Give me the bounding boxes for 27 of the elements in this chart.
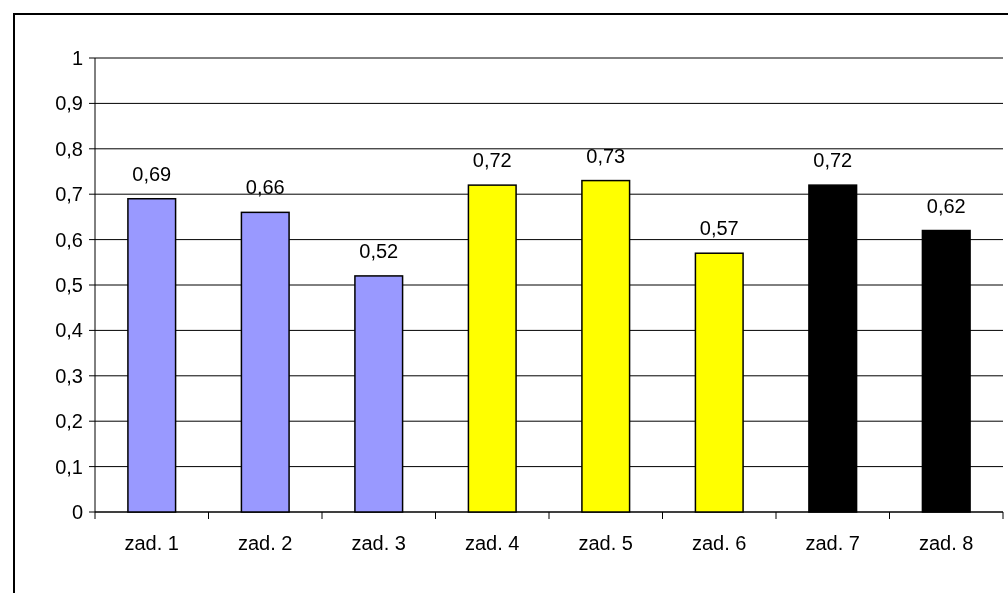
- x-tick-label: zad. 7: [805, 532, 860, 554]
- data-label: 0,52: [359, 239, 399, 262]
- y-tick-label: 0,8: [55, 137, 83, 160]
- x-tick-label: zad. 3: [351, 532, 406, 554]
- data-label: 0,57: [699, 217, 739, 240]
- y-tick-label: 0,3: [55, 364, 83, 387]
- data-label: 0,69: [132, 162, 172, 185]
- data-label: 0,73: [586, 144, 626, 167]
- y-tick-label: 0,7: [55, 183, 83, 206]
- y-tick-label: 0,9: [55, 92, 83, 115]
- x-tick-label: zad. 8: [919, 532, 974, 554]
- y-tick-label: 0,2: [55, 410, 83, 433]
- y-tick-label: 1: [71, 47, 83, 69]
- y-tick-label: 0,5: [55, 274, 83, 296]
- data-label: 0,66: [245, 176, 285, 199]
- data-label: 0,72: [813, 149, 853, 172]
- y-tick-label: 0,1: [55, 455, 83, 478]
- data-label: 0,62: [926, 194, 966, 217]
- x-tick-label: zad. 2: [238, 532, 293, 554]
- x-tick-label: zad. 4: [465, 532, 520, 554]
- y-tick-label: 0,6: [55, 228, 83, 251]
- y-tick-label: 0: [71, 501, 83, 523]
- x-tick-label: zad. 6: [692, 532, 747, 554]
- x-tick-label: zad. 5: [578, 532, 633, 554]
- y-tick-label: 0,4: [55, 319, 83, 342]
- x-tick-label: zad. 1: [124, 532, 179, 554]
- data-label: 0,72: [472, 149, 512, 172]
